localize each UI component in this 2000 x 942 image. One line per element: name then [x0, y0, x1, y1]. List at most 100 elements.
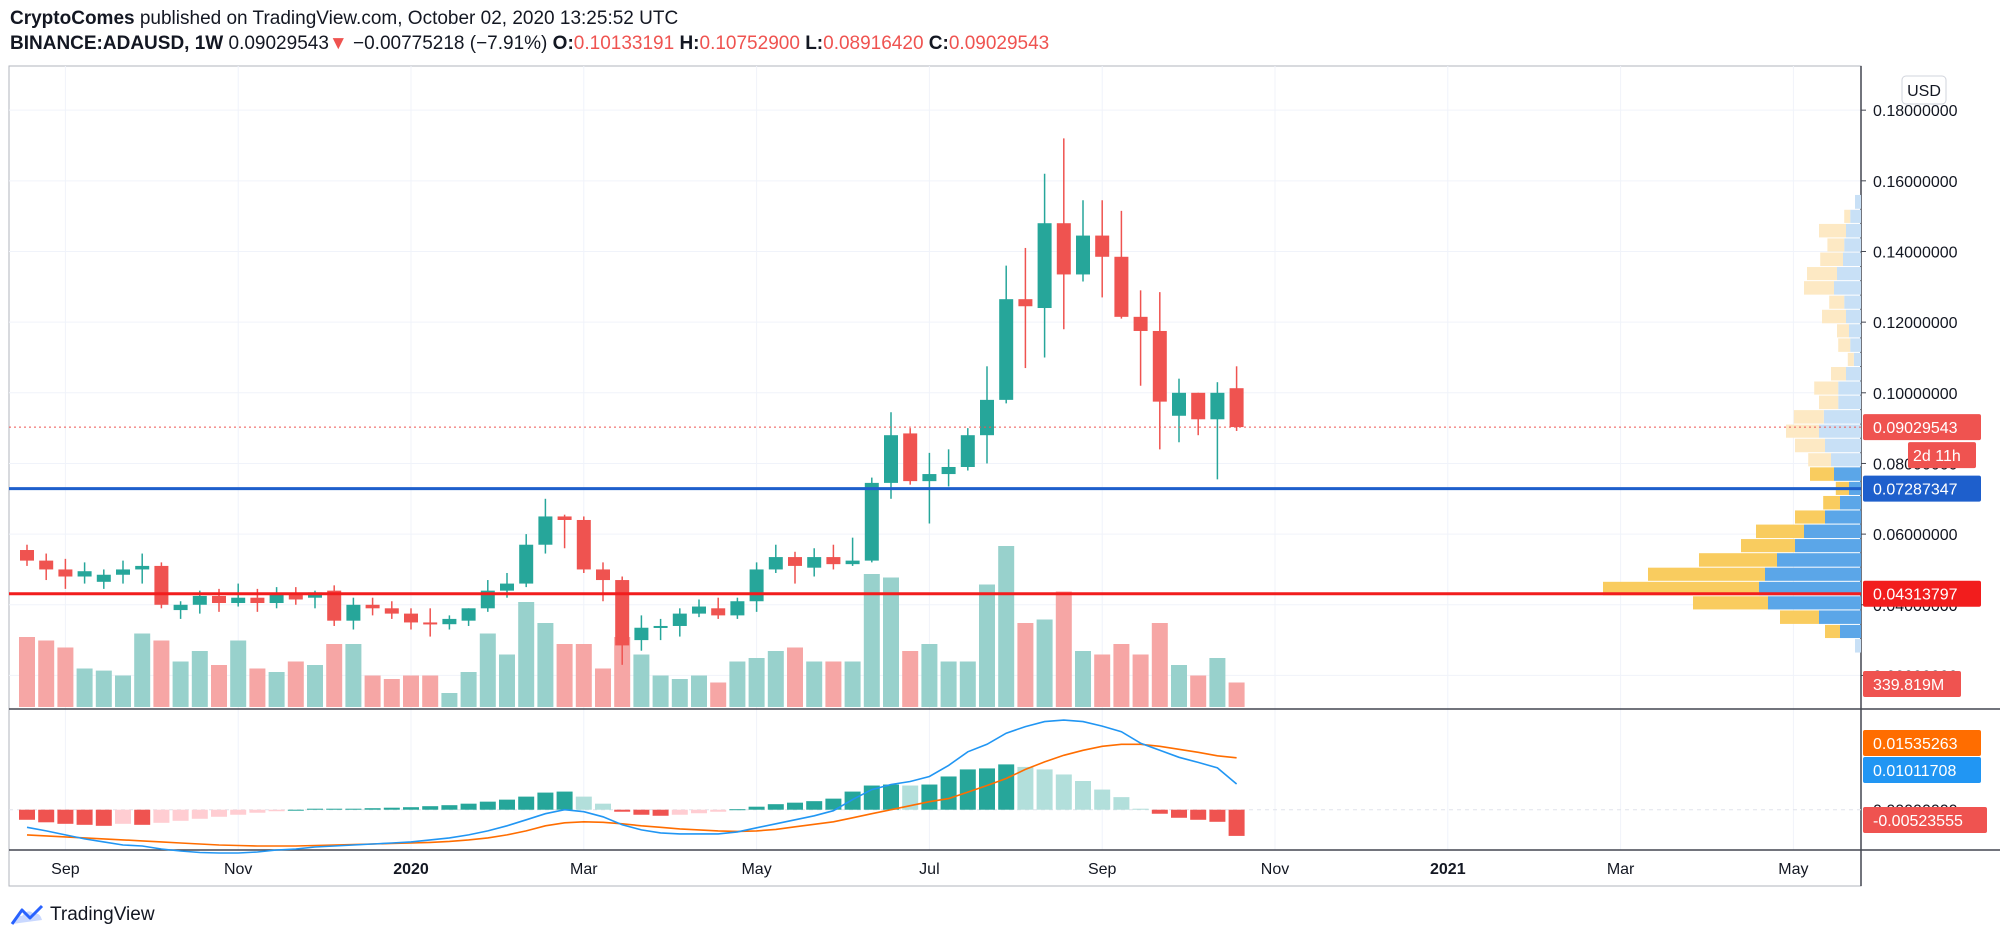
candle-body[interactable]: [711, 608, 726, 616]
candle-body[interactable]: [1114, 256, 1129, 317]
candle-body[interactable]: [212, 595, 226, 604]
macd-histogram-bar: [441, 805, 458, 810]
candle-body[interactable]: [346, 604, 361, 621]
candle-body[interactable]: [1076, 235, 1090, 275]
macd-histogram-bar: [748, 806, 765, 810]
candle-body[interactable]: [1037, 223, 1052, 309]
volume-profile-down-bar: [1795, 510, 1825, 524]
countdown-tag-bg: [1908, 442, 1976, 469]
candle-body[interactable]: [442, 618, 457, 625]
candle-body[interactable]: [365, 604, 380, 609]
volume-bar: [1113, 644, 1130, 707]
candle-body[interactable]: [96, 574, 111, 582]
volume-profile-down-bar: [1693, 596, 1768, 610]
time-tick-label: Nov: [1261, 861, 1289, 878]
time-tick-label: Nov: [224, 861, 252, 878]
candle-body[interactable]: [749, 569, 764, 602]
candle-body[interactable]: [903, 433, 918, 482]
candle-body[interactable]: [788, 557, 802, 566]
candle-body[interactable]: [922, 474, 937, 482]
support-lines[interactable]: [9, 426, 1861, 596]
candle-body[interactable]: [557, 516, 572, 520]
volume-profile-up-bar: [1823, 410, 1861, 424]
signal-value-tag: 0.01535263: [1873, 736, 1958, 753]
candle-body[interactable]: [116, 569, 130, 575]
macd-histogram-bar: [902, 785, 919, 810]
currency-button[interactable]: USD: [1901, 75, 1947, 105]
macd-histogram-bar: [979, 768, 995, 810]
time-axis[interactable]: Sep Nov 2020 Mar May Jul Sep Nov 2021 Mar May: [51, 861, 1808, 878]
footer-brand[interactable]: TradingView: [50, 904, 155, 925]
candle-body[interactable]: [39, 560, 54, 570]
candle-body[interactable]: [1191, 392, 1206, 420]
candle-body[interactable]: [960, 435, 975, 467]
volume-bar: [979, 584, 995, 707]
candle-body[interactable]: [538, 516, 553, 545]
volume-profile-down-bar: [1819, 223, 1846, 238]
candle-body[interactable]: [884, 435, 898, 483]
candle-body[interactable]: [826, 557, 841, 565]
candle-body[interactable]: [173, 604, 188, 611]
volume-bar: [134, 633, 151, 707]
candle-body[interactable]: [1133, 316, 1148, 331]
candle-body[interactable]: [653, 625, 668, 628]
candle-body[interactable]: [500, 583, 514, 591]
candle-body[interactable]: [269, 594, 284, 604]
time-tick-label: Mar: [1607, 861, 1635, 878]
candle-body[interactable]: [980, 399, 994, 436]
candle-body[interactable]: [864, 482, 879, 561]
candle-body[interactable]: [999, 299, 1014, 400]
candle-body[interactable]: [730, 601, 745, 616]
volume-bar: [403, 675, 419, 707]
volume-bar: [729, 661, 746, 707]
candle-body[interactable]: [941, 466, 956, 475]
candle-body[interactable]: [1152, 330, 1167, 402]
candle-body[interactable]: [768, 557, 783, 570]
candle-body[interactable]: [288, 594, 303, 600]
macd-histogram-bar: [499, 799, 515, 810]
candle-body[interactable]: [672, 613, 687, 626]
candle-body[interactable]: [807, 557, 822, 568]
volume-bar: [652, 675, 669, 707]
candle-body[interactable]: [615, 580, 630, 646]
candle-body[interactable]: [77, 571, 92, 577]
candle-body[interactable]: [250, 597, 265, 604]
candle-body[interactable]: [519, 544, 534, 584]
candle-body[interactable]: [1095, 235, 1110, 257]
publish-line: CryptoComes published on TradingView.com…: [10, 6, 1210, 31]
candle-body[interactable]: [231, 597, 246, 604]
candle-body[interactable]: [135, 565, 150, 570]
volume-profile-down-bar: [1648, 567, 1765, 581]
author-name[interactable]: CryptoComes: [10, 8, 135, 29]
candle-body[interactable]: [384, 608, 399, 614]
candle-body[interactable]: [1210, 392, 1225, 420]
price-tick-label: 0.18000000: [1873, 103, 1958, 120]
symbol-label[interactable]: BINANCE:ADAUSD, 1W: [10, 33, 224, 54]
candle-body[interactable]: [192, 595, 207, 605]
candle-body[interactable]: [461, 608, 476, 621]
candle-body[interactable]: [423, 622, 438, 625]
candle-body[interactable]: [1056, 223, 1071, 275]
candle-body[interactable]: [596, 569, 610, 581]
macd-histogram-bar: [1132, 808, 1149, 810]
candle-body[interactable]: [1229, 388, 1244, 428]
blue-level-tag-bg: [1863, 475, 1981, 502]
candle-body[interactable]: [845, 560, 860, 565]
volume-bar: [76, 668, 93, 707]
volume-bar: [441, 693, 458, 707]
time-tick-label: 2021: [1430, 861, 1466, 878]
candle-body[interactable]: [20, 550, 34, 561]
volume-bar: [1036, 619, 1053, 707]
candle-body[interactable]: [154, 565, 169, 605]
candle-body[interactable]: [634, 627, 649, 641]
candle-body[interactable]: [1018, 299, 1033, 307]
candle-body[interactable]: [692, 606, 706, 614]
candle-body[interactable]: [576, 519, 591, 570]
candle-body[interactable]: [404, 613, 418, 623]
candles[interactable]: [20, 138, 1244, 665]
candle-body[interactable]: [327, 590, 342, 621]
candle-body[interactable]: [1172, 392, 1186, 416]
volume-profile-down-bar: [1756, 524, 1804, 539]
candle-body[interactable]: [58, 569, 73, 577]
